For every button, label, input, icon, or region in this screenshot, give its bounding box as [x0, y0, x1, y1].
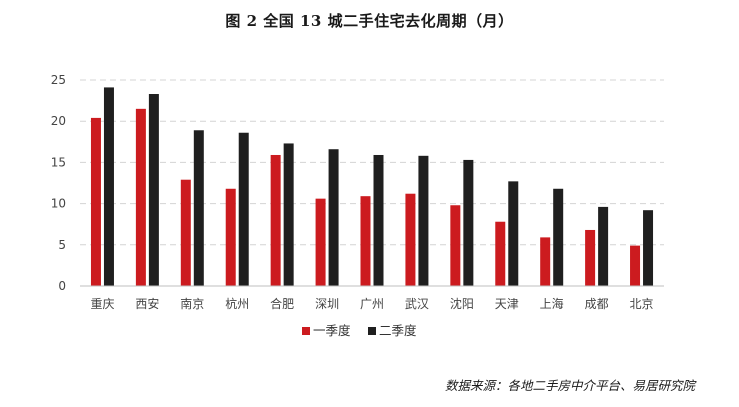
bar-series-2 — [238, 132, 249, 286]
bar-series-2 — [418, 155, 429, 286]
x-tick-label: 合肥 — [270, 296, 294, 311]
bar-series-2 — [148, 94, 159, 287]
bars — [90, 87, 654, 287]
legend-label-series-1: 一季度 — [313, 323, 351, 338]
y-tick-label: 10 — [51, 197, 66, 211]
y-tick-label: 25 — [51, 73, 66, 87]
bar-series-1 — [315, 198, 326, 286]
bar-series-2 — [328, 149, 339, 286]
y-tick-label: 5 — [58, 238, 66, 252]
y-axis-ticks: 0 5 10 15 20 25 — [51, 73, 66, 293]
bar-series-1 — [540, 237, 551, 286]
x-tick-label: 沈阳 — [450, 296, 474, 311]
bar-series-1 — [180, 179, 191, 286]
bar-series-1 — [90, 117, 101, 287]
x-tick-label: 北京 — [630, 297, 654, 311]
bar-series-1 — [450, 205, 461, 286]
x-tick-label: 天津 — [495, 297, 519, 311]
bar-series-2 — [508, 181, 519, 286]
bar-series-2 — [553, 188, 564, 286]
y-tick-label: 15 — [51, 155, 66, 169]
x-tick-label: 重庆 — [90, 297, 114, 311]
bar-series-1 — [135, 108, 146, 286]
x-tick-label: 西安 — [135, 296, 159, 311]
bar-series-2 — [463, 159, 474, 286]
bar-series-1 — [405, 193, 416, 286]
legend: 一季度 二季度 — [302, 323, 417, 338]
bar-series-1 — [225, 188, 236, 286]
x-tick-label: 广州 — [360, 297, 384, 311]
x-tick-label: 成都 — [585, 297, 609, 311]
bar-series-2 — [598, 206, 609, 286]
x-tick-label: 上海 — [540, 296, 564, 311]
legend-swatch-series-2 — [368, 327, 376, 335]
bar-series-2 — [643, 210, 654, 286]
x-axis-ticks: 重庆 西安 南京 杭州 合肥 深圳 广州 武汉 沈阳 天津 上海 成都 北京 — [90, 296, 653, 311]
bar-series-1 — [630, 245, 641, 286]
chart-title: 图 2 全国 13 城二手住宅去化周期（月） — [225, 12, 514, 30]
bar-series-1 — [270, 154, 281, 286]
bar-series-1 — [495, 221, 506, 286]
bar-series-2 — [193, 130, 204, 286]
x-tick-label: 武汉 — [405, 297, 429, 311]
legend-label-series-2: 二季度 — [379, 323, 417, 338]
y-tick-label: 20 — [51, 114, 66, 128]
bar-series-2 — [373, 154, 384, 286]
legend-swatch-series-1 — [302, 327, 310, 335]
gridlines — [80, 79, 664, 246]
x-tick-label: 深圳 — [315, 297, 339, 311]
y-tick-label: 0 — [58, 279, 66, 293]
source-note: 数据来源：各地二手房中介平台、易居研究院 — [444, 378, 695, 393]
bar-series-1 — [360, 196, 371, 286]
x-tick-label: 杭州 — [225, 296, 249, 311]
bar-series-2 — [103, 87, 114, 286]
bar-series-2 — [283, 143, 294, 286]
x-tick-label: 南京 — [180, 296, 204, 311]
bar-series-1 — [585, 229, 596, 286]
